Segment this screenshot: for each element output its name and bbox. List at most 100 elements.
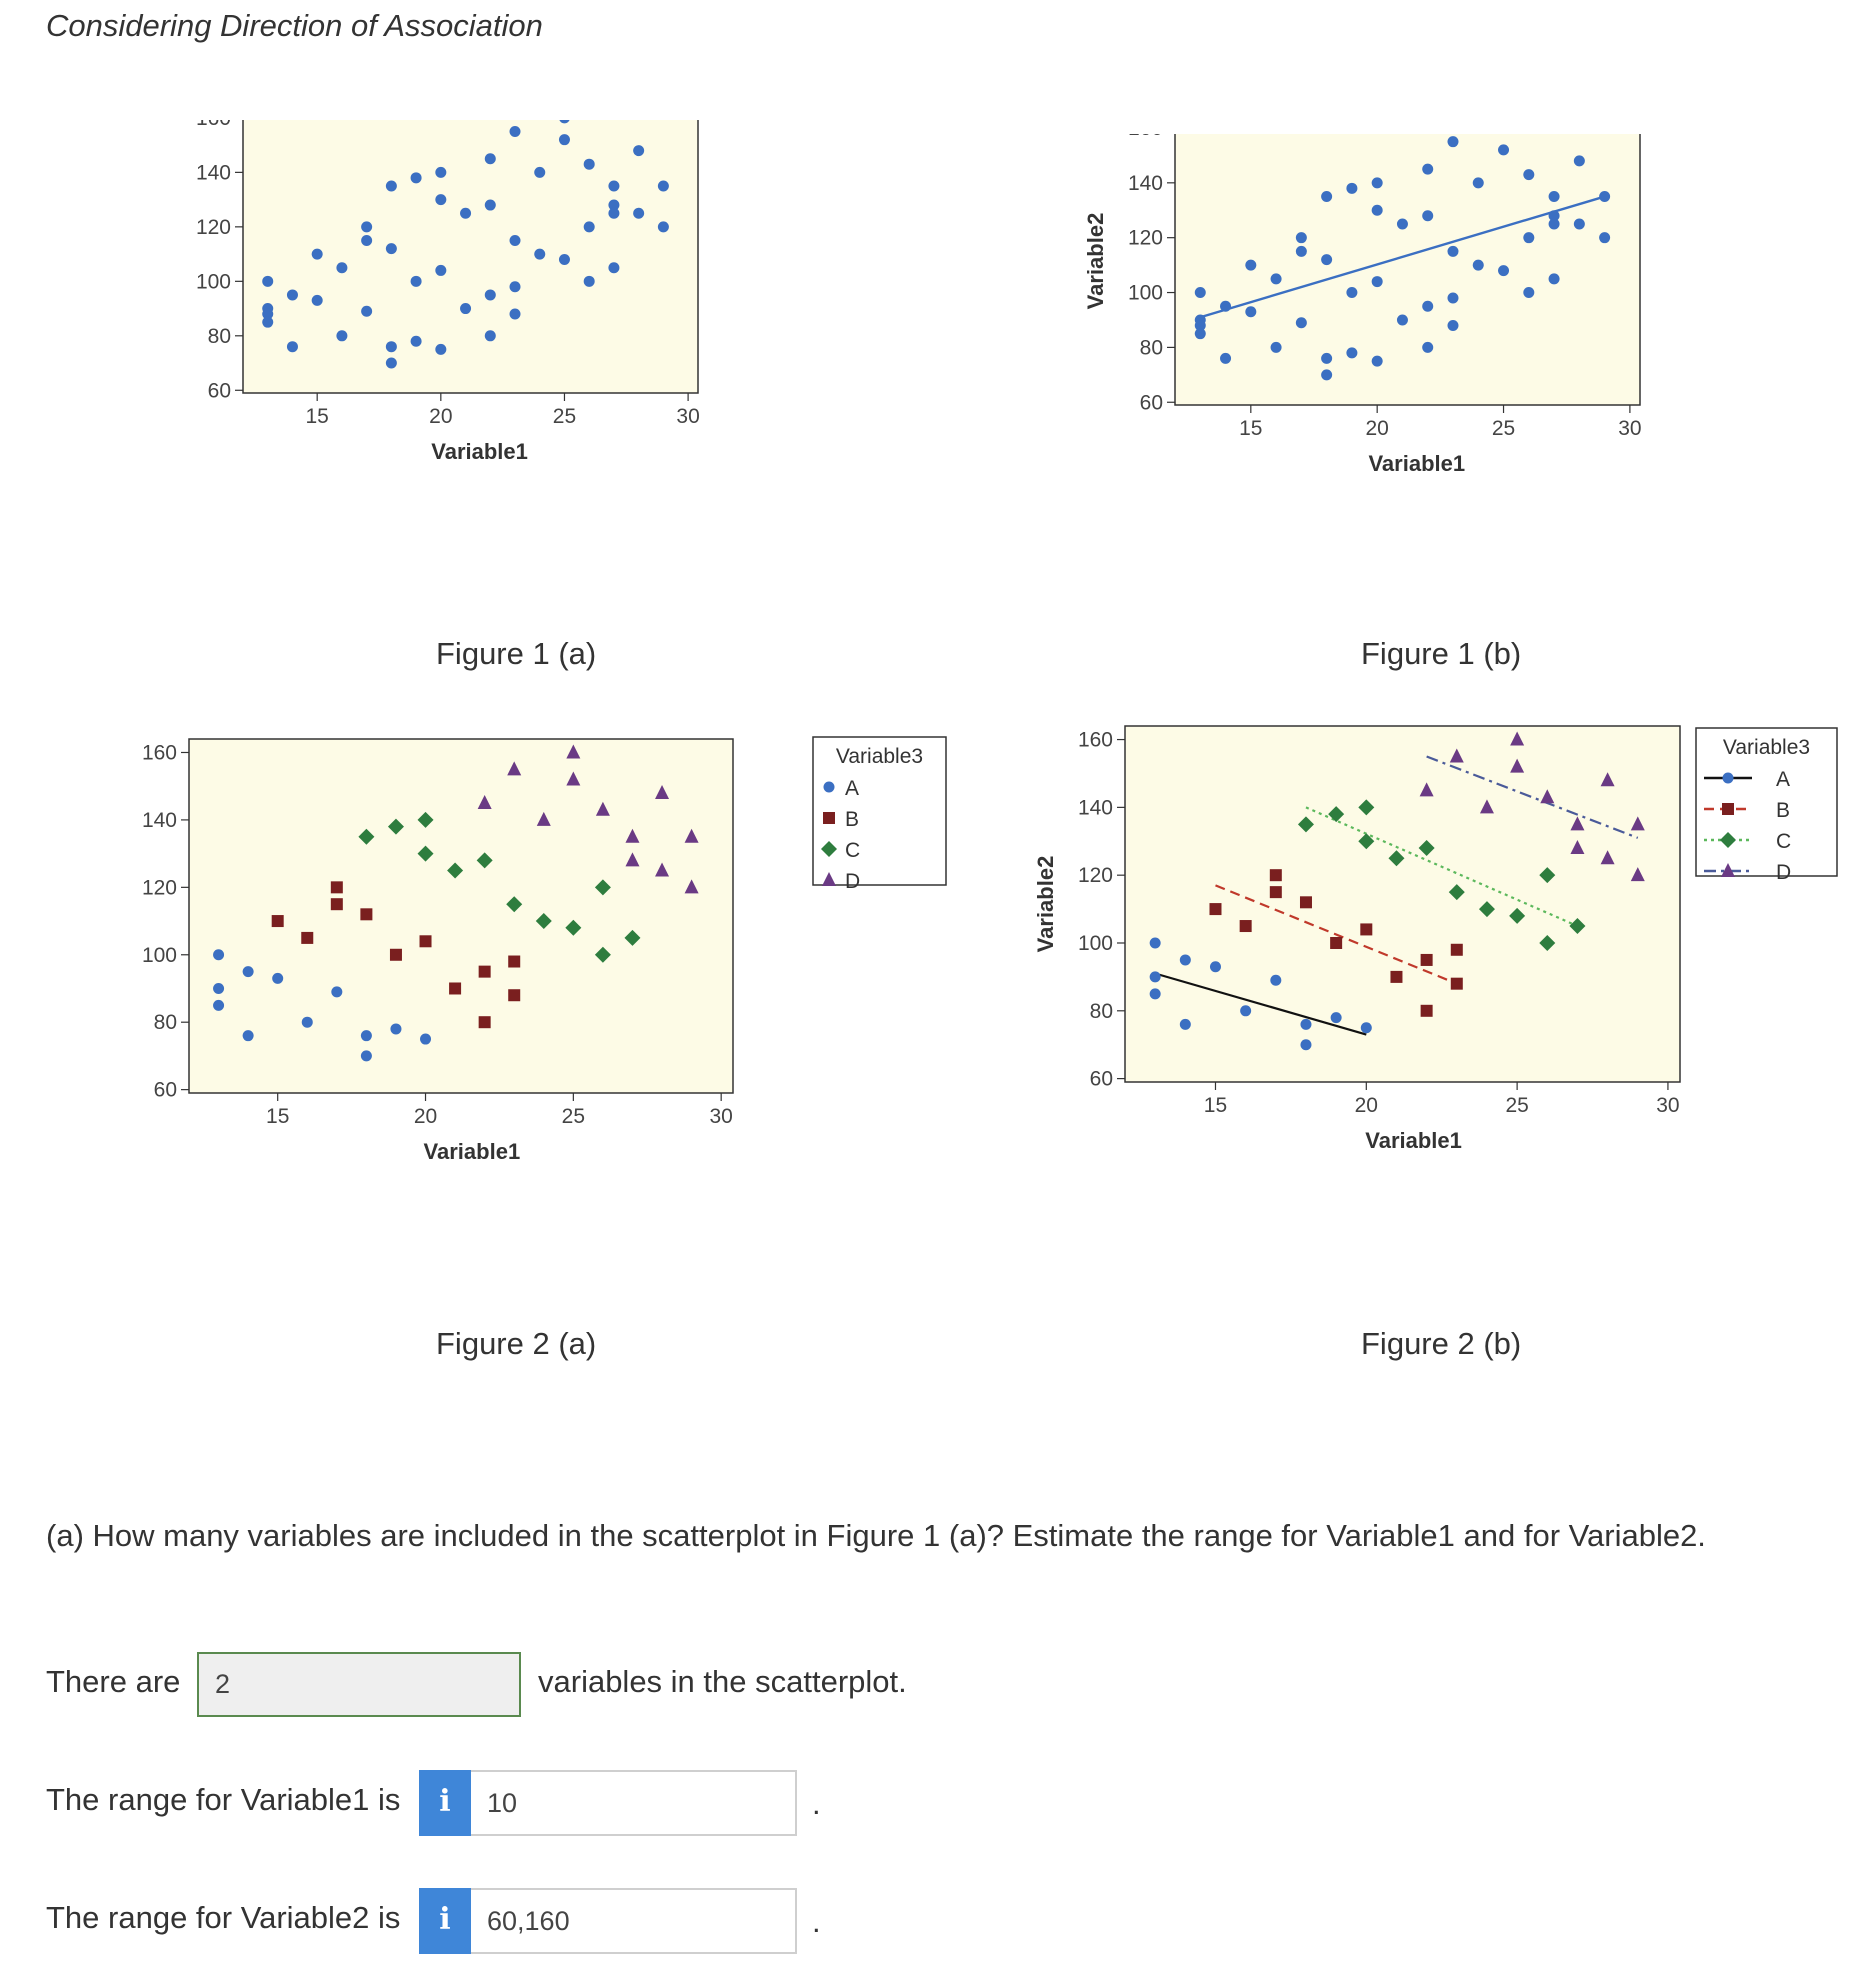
data-point <box>558 254 570 266</box>
data-point <box>633 207 645 219</box>
legend-marker-b <box>823 812 835 824</box>
figure-1a-scatterplot: 608010012014016015202530Variable1Variabl… <box>196 120 700 464</box>
figure-2b-caption: Figure 2 (b) <box>1361 1326 1522 1361</box>
x-axis-label: Variable1 <box>1368 451 1465 476</box>
data-point-a <box>213 982 225 994</box>
data-point-b <box>389 948 402 961</box>
legend-label-d: D <box>845 870 860 893</box>
variable2-range-label: The range for Variable2 is <box>46 1900 401 1935</box>
data-point <box>583 275 595 287</box>
data-point <box>633 145 645 157</box>
data-point-a <box>213 949 225 961</box>
data-point <box>410 275 422 287</box>
data-point <box>484 199 496 211</box>
data-point-c <box>1358 833 1375 850</box>
data-point-a <box>1209 961 1221 973</box>
data-point <box>311 248 323 260</box>
plot-area <box>1124 725 1681 1083</box>
data-point-c <box>1418 840 1435 857</box>
data-point <box>1346 347 1358 359</box>
data-point <box>1599 232 1611 244</box>
data-point-c <box>1328 806 1345 823</box>
variable2-range-input[interactable]: 60,160 <box>471 1888 797 1954</box>
answer-1-suffix: variables in the scatterplot. <box>538 1664 907 1699</box>
y-axis-label: Variable2 <box>1083 213 1108 310</box>
data-point <box>608 199 620 211</box>
period: . <box>812 1904 821 1939</box>
legend-marker-a <box>823 781 835 793</box>
data-point <box>1498 265 1510 277</box>
data-point-a <box>1300 1018 1312 1030</box>
data-point-c <box>1539 867 1556 884</box>
data-point <box>1548 218 1560 230</box>
y-tick-label: 60 <box>1140 391 1163 414</box>
data-point <box>1295 245 1307 257</box>
info-icon[interactable]: i <box>419 1888 471 1954</box>
data-point-b <box>1269 886 1282 899</box>
y-tick-label: 60 <box>1090 1068 1113 1091</box>
data-point-d <box>536 811 551 826</box>
plot-area <box>242 120 699 394</box>
data-point-c <box>1569 918 1586 935</box>
data-point <box>336 330 348 342</box>
variable1-range-input[interactable]: 10 <box>471 1770 797 1836</box>
legend-marker-b <box>1722 803 1734 815</box>
data-point-c <box>1358 799 1375 816</box>
data-point <box>1447 136 1459 148</box>
data-point-d <box>1600 772 1615 787</box>
y-tick-label: 160 <box>142 741 177 764</box>
y-tick-label: 80 <box>154 1011 177 1034</box>
data-point-b <box>508 955 521 968</box>
legend-label-c: C <box>1776 830 1791 853</box>
data-point <box>509 308 521 320</box>
data-point-b <box>330 881 343 894</box>
data-point-d <box>566 744 581 759</box>
data-point <box>1422 210 1434 222</box>
data-point <box>509 126 521 138</box>
data-point-c <box>565 919 582 936</box>
data-point-b <box>1360 923 1373 936</box>
info-icon[interactable]: i <box>419 1770 471 1836</box>
data-point-d <box>1419 782 1434 797</box>
data-point <box>262 316 274 328</box>
data-point <box>460 207 472 219</box>
legend-title: Variable3 <box>836 745 923 768</box>
data-point <box>1396 218 1408 230</box>
data-point-a <box>331 986 343 998</box>
data-point-a <box>1149 971 1161 983</box>
data-point <box>385 357 397 369</box>
legend-marker-a <box>1722 772 1734 784</box>
y-tick-label: 140 <box>1078 796 1113 819</box>
data-point <box>1498 144 1510 156</box>
x-axis-label: Variable1 <box>431 439 528 464</box>
data-point-d <box>1570 816 1585 831</box>
data-point <box>1295 317 1307 329</box>
legend-title: Variable3 <box>1723 736 1810 759</box>
data-point <box>1194 319 1206 331</box>
data-point-d <box>684 828 699 843</box>
data-point-b <box>1299 896 1312 909</box>
data-point-a <box>1240 1005 1252 1017</box>
y-tick-label: 100 <box>196 270 231 293</box>
data-point-c <box>417 811 434 828</box>
data-point-c <box>1388 850 1405 867</box>
figure-2a-caption: Figure 2 (a) <box>436 1326 597 1361</box>
data-point <box>583 158 595 170</box>
data-point <box>336 262 348 274</box>
data-point <box>583 221 595 233</box>
data-point-d <box>507 761 522 776</box>
data-point <box>1548 191 1560 203</box>
y-tick-label: 120 <box>196 216 231 239</box>
data-point-d <box>684 879 699 894</box>
data-point <box>1573 218 1585 230</box>
data-point-d <box>655 784 670 799</box>
data-point-a <box>1270 974 1282 986</box>
data-point <box>1447 245 1459 257</box>
data-point-b <box>1209 903 1222 916</box>
variable-count-input[interactable]: 2 <box>197 1652 521 1717</box>
data-point <box>608 180 620 192</box>
data-point <box>286 341 298 353</box>
data-point <box>435 194 447 206</box>
x-tick-label: 30 <box>1656 1094 1679 1117</box>
data-point-d <box>1570 840 1585 855</box>
